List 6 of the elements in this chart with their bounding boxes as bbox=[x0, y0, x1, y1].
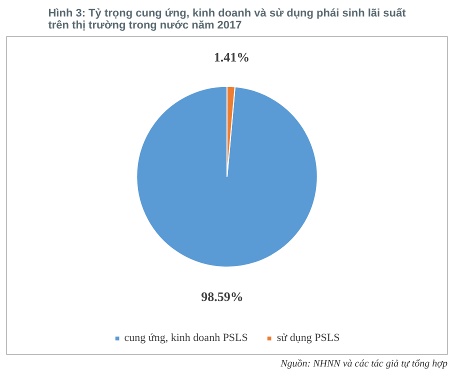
legend-label: sử dụng PSLS bbox=[276, 332, 340, 344]
data-label: 1.41% bbox=[214, 49, 250, 64]
chart-title: Hình 3: Tỷ trọng cung ứng, kinh doanh và sử dụng phái sinh lãi suất trên thị trường trong nước năm 2017 bbox=[48, 8, 406, 32]
data-label: 98.59% bbox=[201, 288, 244, 304]
legend-label: cung ứng, kinh doanh PSLS bbox=[124, 332, 248, 344]
text: Nguồn: NHNN và các tác giả tự tổng hợp bbox=[280, 358, 448, 370]
